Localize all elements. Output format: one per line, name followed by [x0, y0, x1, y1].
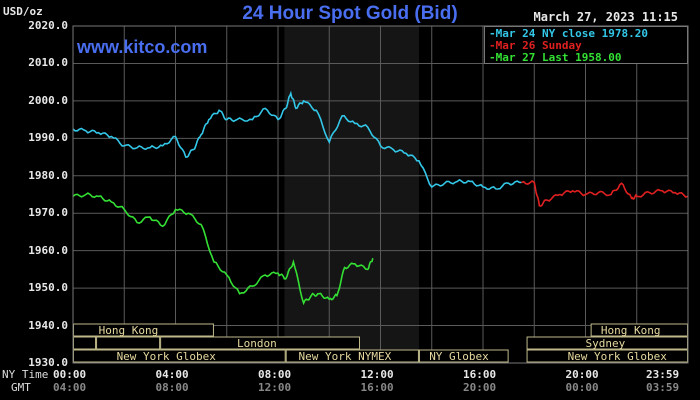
x-tick-ny: 04:00	[155, 368, 189, 381]
y-tick-label: 1950.0	[28, 281, 68, 295]
session-label: Hong Kong	[99, 324, 159, 337]
y-tick-label: 1980.0	[28, 168, 68, 182]
x-tick-ny: 16:00	[463, 368, 497, 381]
x-tick-gmt: 03:59	[646, 381, 680, 394]
x-tick-gmt: 04:00	[53, 381, 87, 394]
y-tick-label: 1940.0	[28, 318, 68, 332]
chart-title: 24 Hour Spot Gold (Bid)	[242, 3, 458, 24]
session-bar	[73, 336, 97, 350]
x-tick-ny: 00:00	[53, 368, 87, 381]
legend: -Mar 24 NY close 1978.20 -Mar 26 Sunday …	[484, 26, 688, 64]
y-tick-label: 1930.0	[28, 356, 68, 369]
site-watermark: www.kitco.com	[77, 37, 208, 57]
legend-item-mar26: -Mar 26 Sunday	[489, 39, 582, 52]
session-label: New York NYMEX	[299, 350, 392, 363]
price-line-mar27	[72, 192, 374, 306]
legend-swatch-icon: -	[489, 39, 496, 52]
y-tick-label: 1970.0	[28, 206, 68, 220]
legend-swatch-icon: -	[489, 27, 496, 40]
x-tick-gmt: 12:00	[258, 381, 292, 394]
y-tick-label: 1960.0	[28, 243, 68, 257]
trading-sessions: Hong Kong London New York Globex New York N…	[73, 323, 688, 363]
x-tick-ny: 23:59	[646, 368, 680, 381]
plot-border	[72, 25, 689, 364]
price-line-mar26	[521, 180, 688, 207]
legend-item-mar24: -Mar 24 NY close 1978.20	[489, 27, 648, 40]
session-label: Hong Kong	[601, 324, 661, 337]
y-tick-label: 2020.0	[28, 19, 68, 32]
price-line-mar24	[72, 90, 522, 191]
datestamp: March 27, 2023 11:15	[533, 10, 679, 24]
legend-swatch-icon: -	[489, 51, 496, 64]
y-tick-label: 1990.0	[28, 131, 68, 145]
session-bar	[160, 336, 360, 350]
session-label: NY Globex	[429, 350, 489, 363]
legend-item-mar27: -Mar 27 Last 1958.00	[489, 51, 622, 64]
session-label: New York Globex	[117, 350, 217, 363]
y-tick-label: 2000.0	[28, 93, 68, 107]
ny-time-label: NY Time	[2, 368, 49, 381]
x-tick-ny: 20:00	[565, 368, 599, 381]
x-tick-gmt: 20:00	[463, 381, 497, 394]
y-axis-unit: USD/oz	[3, 5, 43, 18]
session-bar	[418, 349, 509, 363]
shaded-session-region	[284, 26, 419, 363]
price-lines	[72, 90, 688, 306]
x-tick-gmt: 00:00	[565, 381, 599, 394]
x-tick-gmt: 16:00	[360, 381, 394, 394]
session-label: New York Globex	[568, 350, 668, 363]
session-bar	[96, 336, 161, 350]
session-bar	[285, 349, 419, 363]
session-label: London	[237, 337, 277, 350]
y-tick-label: 2010.0	[28, 56, 68, 70]
x-tick-ny: 12:00	[360, 368, 394, 381]
session-label: Sydney	[586, 337, 626, 350]
x-tick-gmt: 08:00	[155, 381, 189, 394]
gmt-label: GMT	[11, 381, 31, 394]
x-tick-ny: 08:00	[258, 368, 292, 381]
